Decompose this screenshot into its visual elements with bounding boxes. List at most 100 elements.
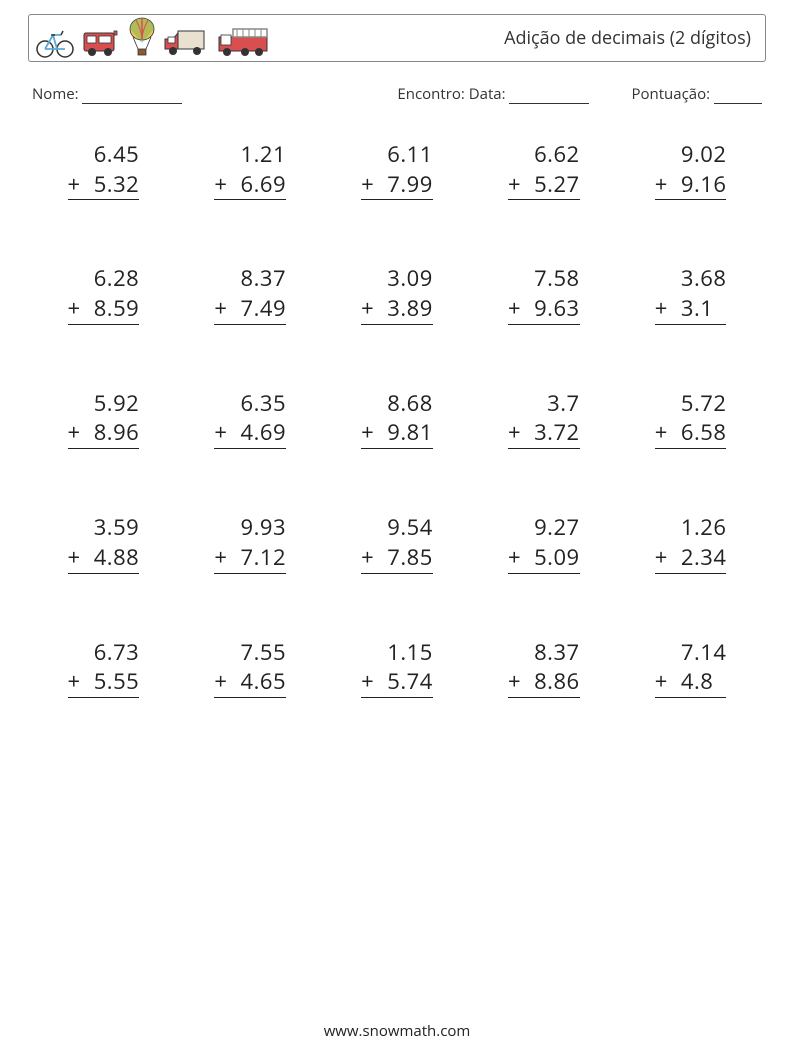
operand-bottom: + 2.34 — [655, 543, 727, 574]
problem: 9.93+ 7.12 — [183, 513, 318, 573]
problem: 3.7+ 3.72 — [476, 389, 611, 449]
problem-stack: 5.72+ 6.58 — [655, 389, 727, 449]
problem-stack: 1.26+ 2.34 — [655, 513, 727, 573]
operand-bottom: + 8.86 — [508, 667, 580, 698]
name-label: Nome: — [32, 84, 79, 104]
operand-bottom: + 4.65 — [214, 667, 286, 698]
problem: 6.35+ 4.69 — [183, 389, 318, 449]
operand-bottom: + 7.99 — [361, 170, 433, 201]
operand-bottom: + 5.09 — [508, 543, 580, 574]
operand-top: 3.7 — [508, 389, 580, 419]
operand-top: 3.09 — [361, 264, 433, 294]
problem: 5.72+ 6.58 — [623, 389, 758, 449]
operand-top: 3.68 — [655, 264, 727, 294]
problem: 8.68+ 9.81 — [330, 389, 465, 449]
name-blank — [82, 89, 182, 104]
problem-stack: 1.21+ 6.69 — [214, 140, 286, 200]
problem-stack: 5.92+ 8.96 — [68, 389, 140, 449]
bicycle-icon — [35, 25, 75, 59]
problem-stack: 7.55+ 4.65 — [214, 638, 286, 698]
operand-top: 6.35 — [214, 389, 286, 419]
operand-top: 9.27 — [508, 513, 580, 543]
encounter-label: Encontro: — [397, 84, 464, 104]
operand-top: 1.15 — [361, 638, 433, 668]
operand-bottom: + 3.89 — [361, 294, 433, 325]
problem-stack: 3.59+ 4.88 — [68, 513, 140, 573]
problem-stack: 6.62+ 5.27 — [508, 140, 580, 200]
problem-stack: 6.11+ 7.99 — [361, 140, 433, 200]
operand-bottom: + 8.59 — [68, 294, 140, 325]
problem: 3.59+ 4.88 — [36, 513, 171, 573]
operand-top: 1.21 — [214, 140, 286, 170]
operand-top: 6.45 — [68, 140, 140, 170]
operand-top: 9.02 — [655, 140, 727, 170]
problem: 3.68+ 3.1 — [623, 264, 758, 324]
header-icons — [35, 17, 273, 59]
operand-bottom: + 7.12 — [214, 543, 286, 574]
van-icon — [81, 25, 121, 59]
encounter-date-field: Encontro: Data: — [397, 84, 589, 104]
problem-stack: 3.7+ 3.72 — [508, 389, 580, 449]
operand-top: 6.62 — [508, 140, 580, 170]
operand-bottom: + 4.69 — [214, 418, 286, 449]
problem: 7.14+ 4.8 — [623, 638, 758, 698]
problem-stack: 8.37+ 7.49 — [214, 264, 286, 324]
problem-stack: 8.37+ 8.86 — [508, 638, 580, 698]
problem: 1.15+ 5.74 — [330, 638, 465, 698]
problem-stack: 3.68+ 3.1 — [655, 264, 727, 324]
problem: 3.09+ 3.89 — [330, 264, 465, 324]
name-field: Nome: — [32, 84, 182, 104]
operand-bottom: + 4.88 — [68, 543, 140, 574]
info-right: Encontro: Data: Pontuação: — [397, 84, 762, 104]
operand-bottom: + 5.74 — [361, 667, 433, 698]
truck-icon — [163, 25, 209, 59]
operand-bottom: + 9.81 — [361, 418, 433, 449]
problem-stack: 9.93+ 7.12 — [214, 513, 286, 573]
operand-bottom: + 5.55 — [68, 667, 140, 698]
problem-stack: 6.73+ 5.55 — [68, 638, 140, 698]
problem-stack: 9.54+ 7.85 — [361, 513, 433, 573]
operand-top: 1.26 — [655, 513, 727, 543]
date-label: Data: — [469, 84, 506, 104]
problem-stack: 6.45+ 5.32 — [68, 140, 140, 200]
problem: 9.27+ 5.09 — [476, 513, 611, 573]
score-field: Pontuação: — [631, 84, 762, 104]
score-blank — [714, 89, 762, 104]
problem: 6.11+ 7.99 — [330, 140, 465, 200]
problem: 9.02+ 9.16 — [623, 140, 758, 200]
operand-top: 5.72 — [655, 389, 727, 419]
operand-bottom: + 3.1 — [655, 294, 727, 325]
problem: 1.21+ 6.69 — [183, 140, 318, 200]
operand-bottom: + 5.32 — [68, 170, 140, 201]
operand-top: 7.14 — [655, 638, 727, 668]
problem: 5.92+ 8.96 — [36, 389, 171, 449]
problems-grid: 6.45+ 5.32 1.21+ 6.69 6.11+ 7.99 6.62+ 5… — [28, 140, 766, 698]
problem: 6.28+ 8.59 — [36, 264, 171, 324]
footer-url: www.snowmath.com — [0, 1021, 794, 1041]
problem-stack: 3.09+ 3.89 — [361, 264, 433, 324]
problem-stack: 9.27+ 5.09 — [508, 513, 580, 573]
operand-top: 8.68 — [361, 389, 433, 419]
operand-top: 3.59 — [68, 513, 140, 543]
problem-stack: 6.35+ 4.69 — [214, 389, 286, 449]
operand-top: 8.37 — [508, 638, 580, 668]
operand-top: 6.28 — [68, 264, 140, 294]
date-blank — [509, 89, 589, 104]
operand-top: 9.93 — [214, 513, 286, 543]
operand-bottom: + 6.58 — [655, 418, 727, 449]
operand-bottom: + 7.49 — [214, 294, 286, 325]
firetruck-icon — [215, 25, 273, 59]
problem: 8.37+ 8.86 — [476, 638, 611, 698]
operand-bottom: + 6.69 — [214, 170, 286, 201]
problem-stack: 1.15+ 5.74 — [361, 638, 433, 698]
balloon-icon — [127, 17, 157, 59]
info-line: Nome: Encontro: Data: Pontuação: — [32, 84, 762, 104]
problem: 9.54+ 7.85 — [330, 513, 465, 573]
problem-stack: 9.02+ 9.16 — [655, 140, 727, 200]
problem: 1.26+ 2.34 — [623, 513, 758, 573]
operand-bottom: + 8.96 — [68, 418, 140, 449]
operand-top: 6.11 — [361, 140, 433, 170]
problem-stack: 7.58+ 9.63 — [508, 264, 580, 324]
score-label: Pontuação: — [631, 84, 710, 104]
problem: 7.55+ 4.65 — [183, 638, 318, 698]
